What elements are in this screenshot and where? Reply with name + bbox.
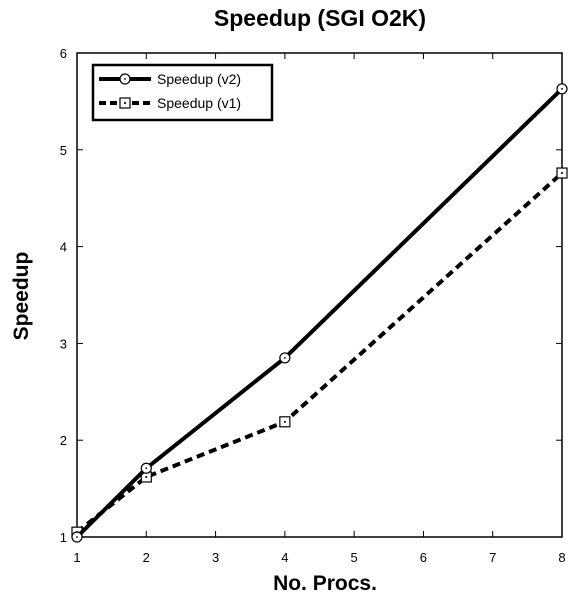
- series-v1: [71, 167, 568, 538]
- legend-label: Speedup (v2): [157, 71, 241, 87]
- data-point-dot: [561, 87, 563, 90]
- y-tick-label: 5: [60, 143, 67, 158]
- data-point-dot: [283, 420, 286, 423]
- x-tick-label: 2: [143, 550, 150, 565]
- y-tick-label: 6: [60, 46, 67, 61]
- x-tick-label: 6: [420, 550, 427, 565]
- legend: Speedup (v2) Speedup (v1): [91, 63, 274, 122]
- y-axis-title: Speedup: [10, 252, 33, 341]
- legend-entry: Speedup (v1): [99, 95, 241, 111]
- x-tick-label: 5: [351, 550, 358, 565]
- x-tick-label: 7: [489, 550, 496, 565]
- legend-marker-dot: [124, 78, 126, 80]
- x-tick-label: 4: [281, 550, 288, 565]
- data-point-dot: [145, 476, 148, 478]
- data-point-dot: [76, 536, 78, 538]
- plot-area: [76, 52, 563, 538]
- data-point-dot: [283, 357, 286, 359]
- y-tick-label: 2: [60, 433, 67, 448]
- x-tick-label: 1: [73, 550, 80, 565]
- series-line: [75, 87, 564, 539]
- chart-title: Speedup (SGI O2K): [214, 5, 426, 31]
- data-point-dot: [561, 172, 563, 174]
- y-tick-label: 3: [60, 336, 67, 351]
- x-tick-label: 8: [558, 550, 565, 565]
- legend-items: Speedup (v2) Speedup (v1): [99, 71, 241, 111]
- axis-ticks: 1 2 3 4 5 6 7 8 1 2 3 4 5 6: [60, 46, 566, 565]
- y-tick-label: 1: [60, 530, 67, 545]
- legend-marker-dot: [124, 102, 126, 104]
- x-tick-label: 3: [212, 550, 219, 565]
- x-axis-title: No. Procs.: [273, 572, 377, 595]
- legend-entry: Speedup (v2): [99, 71, 241, 87]
- data-point-dot: [145, 467, 148, 470]
- legend-label: Speedup (v1): [157, 95, 241, 111]
- series-v2: [71, 83, 568, 543]
- y-tick-label: 4: [60, 240, 67, 255]
- series-lines: [71, 83, 568, 543]
